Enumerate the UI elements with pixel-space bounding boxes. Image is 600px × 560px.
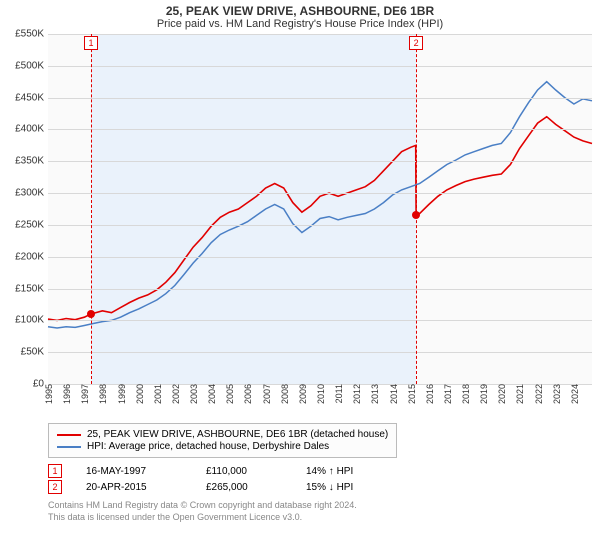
- gridline: [48, 352, 592, 353]
- legend-swatch: [57, 434, 81, 436]
- x-tick-label: 2007: [262, 384, 272, 404]
- y-tick-label: £0: [33, 379, 44, 390]
- x-tick-label: 2017: [443, 384, 453, 404]
- gridline: [48, 320, 592, 321]
- gridline: [48, 193, 592, 194]
- x-tick-label: 2004: [207, 384, 217, 404]
- sale-price: £110,000: [206, 466, 306, 477]
- x-tick-label: 2016: [425, 384, 435, 404]
- x-tick-label: 2003: [189, 384, 199, 404]
- y-tick-label: £250K: [15, 219, 44, 230]
- x-tick-label: 1996: [62, 384, 72, 404]
- gridline: [48, 225, 592, 226]
- sale-date: 20-APR-2015: [86, 482, 206, 493]
- x-tick-label: 2013: [370, 384, 380, 404]
- page-title: 25, PEAK VIEW DRIVE, ASHBOURNE, DE6 1BR: [0, 0, 600, 18]
- marker-box: 1: [84, 36, 98, 50]
- y-tick-label: £150K: [15, 283, 44, 294]
- x-tick-label: 1999: [117, 384, 127, 404]
- legend: 25, PEAK VIEW DRIVE, ASHBOURNE, DE6 1BR …: [48, 423, 397, 458]
- sale-delta: 14% ↑ HPI: [306, 466, 406, 477]
- x-tick-label: 1997: [80, 384, 90, 404]
- x-tick-label: 2009: [298, 384, 308, 404]
- gridline: [48, 98, 592, 99]
- x-tick-label: 2019: [479, 384, 489, 404]
- y-tick-label: £200K: [15, 251, 44, 262]
- marker-dot: [87, 310, 95, 318]
- chart: £0£50K£100K£150K£200K£250K£300K£350K£400…: [48, 34, 592, 385]
- x-tick-label: 2020: [497, 384, 507, 404]
- gridline: [48, 66, 592, 67]
- gridline: [48, 289, 592, 290]
- chart-lines: [48, 34, 592, 384]
- sales-table: 1 16-MAY-1997£110,00014% ↑ HPI 2 20-APR-201…: [48, 464, 600, 494]
- marker-line: [416, 34, 417, 384]
- marker-dot: [412, 211, 420, 219]
- x-tick-label: 1995: [44, 384, 54, 404]
- y-tick-label: £400K: [15, 124, 44, 135]
- y-tick-label: £100K: [15, 315, 44, 326]
- x-tick-label: 2018: [461, 384, 471, 404]
- legend-swatch: [57, 446, 81, 448]
- x-tick-label: 2022: [534, 384, 544, 404]
- x-tick-label: 2002: [171, 384, 181, 404]
- sale-delta: 15% ↓ HPI: [306, 482, 406, 493]
- legend-item: HPI: Average price, detached house, Derb…: [57, 441, 388, 452]
- sale-row: 1 16-MAY-1997£110,00014% ↑ HPI: [48, 464, 600, 478]
- y-tick-label: £350K: [15, 156, 44, 167]
- page-subtitle: Price paid vs. HM Land Registry's House …: [0, 18, 600, 34]
- y-tick-label: £500K: [15, 60, 44, 71]
- y-tick-label: £50K: [21, 347, 44, 358]
- legend-item: 25, PEAK VIEW DRIVE, ASHBOURNE, DE6 1BR …: [57, 429, 388, 440]
- x-tick-label: 2006: [243, 384, 253, 404]
- sale-date: 16-MAY-1997: [86, 466, 206, 477]
- x-tick-label: 2012: [352, 384, 362, 404]
- gridline: [48, 34, 592, 35]
- x-tick-label: 2014: [389, 384, 399, 404]
- gridline: [48, 161, 592, 162]
- y-tick-label: £550K: [15, 29, 44, 40]
- footnote-line: This data is licensed under the Open Gov…: [48, 512, 600, 524]
- x-tick-label: 1998: [98, 384, 108, 404]
- sale-marker: 2: [48, 480, 62, 494]
- x-tick-label: 2021: [515, 384, 525, 404]
- series-hpi: [48, 82, 592, 328]
- x-tick-label: 2011: [334, 384, 344, 403]
- marker-box: 2: [409, 36, 423, 50]
- x-tick-label: 2001: [153, 384, 163, 404]
- sale-row: 2 20-APR-2015£265,00015% ↓ HPI: [48, 480, 600, 494]
- legend-label: HPI: Average price, detached house, Derb…: [87, 441, 329, 452]
- gridline: [48, 129, 592, 130]
- x-tick-label: 2023: [552, 384, 562, 404]
- footnote: Contains HM Land Registry data © Crown c…: [48, 500, 600, 523]
- sale-price: £265,000: [206, 482, 306, 493]
- marker-line: [91, 34, 92, 384]
- x-tick-label: 2010: [316, 384, 326, 404]
- y-tick-label: £450K: [15, 92, 44, 103]
- gridline: [48, 257, 592, 258]
- footnote-line: Contains HM Land Registry data © Crown c…: [48, 500, 600, 512]
- x-tick-label: 2005: [225, 384, 235, 404]
- sale-marker: 1: [48, 464, 62, 478]
- x-tick-label: 2008: [280, 384, 290, 404]
- legend-label: 25, PEAK VIEW DRIVE, ASHBOURNE, DE6 1BR …: [87, 429, 388, 440]
- x-tick-label: 2015: [407, 384, 417, 404]
- y-tick-label: £300K: [15, 188, 44, 199]
- x-tick-label: 2024: [570, 384, 580, 404]
- x-tick-label: 2000: [135, 384, 145, 404]
